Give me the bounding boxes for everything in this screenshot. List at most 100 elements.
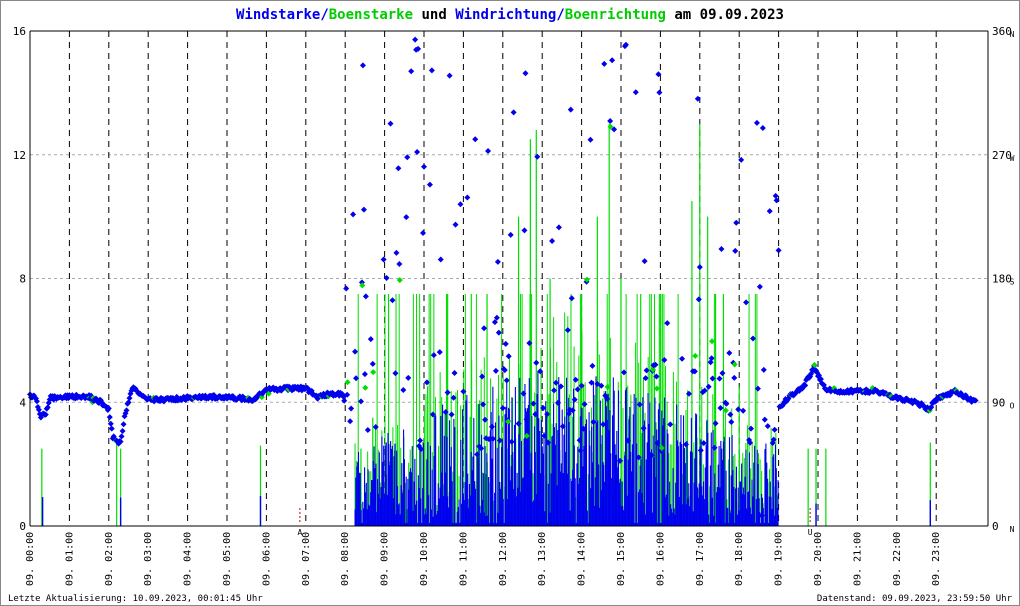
wind-direction-point [436, 349, 443, 356]
wind-direction-point [748, 425, 755, 432]
gust-direction-point [523, 432, 530, 439]
wind-direction-point [653, 373, 660, 380]
x-tick-label: 09. 08:00 [340, 532, 351, 586]
wind-direction-point [598, 382, 605, 389]
wind-direction-point [611, 126, 618, 133]
wind-direction-point [540, 404, 547, 411]
wind-direction-point [732, 247, 739, 254]
wind-direction-point [508, 438, 515, 445]
wind-direction-point [577, 447, 584, 454]
wind-direction-point [719, 370, 726, 377]
wind-direction-point [119, 427, 126, 434]
wind-direction-point [578, 382, 585, 389]
y-right-tick-label: 270 [992, 149, 1012, 162]
compass-label: N [1010, 525, 1015, 534]
gust-direction-point [505, 418, 512, 425]
wind-direction-point [700, 440, 707, 447]
wind-direction-point [426, 181, 433, 188]
wind-direction-point [489, 435, 496, 442]
wind-direction-point [120, 421, 127, 428]
x-tick-label: 09. 22:00 [892, 532, 903, 586]
wind-direction-point [510, 109, 517, 116]
wind-direction-point [505, 353, 512, 360]
x-tick-label: 09. 11:00 [458, 532, 469, 586]
wind-direction-point [636, 401, 643, 408]
wind-direction-point [474, 451, 481, 458]
wind-direction-point [559, 423, 566, 430]
gust-direction-point [362, 384, 369, 391]
x-tick-label: 09. 02:00 [104, 532, 115, 586]
wind-direction-point [972, 397, 979, 404]
wind-direction-point [802, 382, 809, 389]
wind-direction-point [567, 106, 574, 113]
wind-direction-point [393, 249, 400, 256]
wind-direction-point [747, 439, 754, 446]
y-left-tick-label: 16 [13, 25, 26, 38]
gust-direction-point [583, 276, 590, 283]
wind-direction-point [738, 156, 745, 163]
wind-direction-point [486, 436, 493, 443]
wind-direction-point [364, 427, 371, 434]
wind-direction-point [403, 214, 410, 221]
wind-direction-point [526, 340, 533, 347]
wind-direction-point [444, 389, 451, 396]
wind-direction-point [545, 439, 552, 446]
wind-direction-point [554, 399, 561, 406]
wind-direction-point [479, 373, 486, 380]
wind-direction-point [380, 256, 387, 263]
wind-direction-point [492, 367, 499, 374]
wind-direction-point [600, 421, 607, 428]
wind-direction-point [123, 407, 130, 414]
wind-direction-point [711, 444, 718, 451]
wind-direction-point [503, 377, 510, 384]
wind-direction-point [771, 426, 778, 433]
wind-direction-point [754, 385, 761, 392]
wind-direction-point [533, 359, 540, 366]
wind-direction-point [766, 208, 773, 215]
wind-direction-point [33, 398, 40, 405]
x-tick-label: 09. 14:00 [577, 532, 588, 586]
gust-direction-point [370, 369, 377, 376]
wind-direction-point [655, 71, 662, 78]
wind-direction-point [353, 375, 360, 382]
wind-direction-point [731, 374, 738, 381]
wind-direction-point [428, 67, 435, 74]
wind-direction-point [361, 371, 368, 378]
wind-direction-point [430, 352, 437, 359]
x-tick-label: 09. 12:00 [498, 532, 509, 586]
x-tick-label: 09. 20:00 [813, 532, 824, 586]
wind-direction-point [701, 387, 708, 394]
wind-direction-point [520, 390, 527, 397]
x-tick-label: 09. 05:00 [222, 532, 233, 586]
wind-direction-point [756, 283, 763, 290]
compass-label: S [1010, 278, 1015, 287]
wind-direction-point [709, 375, 716, 382]
wind-direction-point [581, 401, 588, 408]
wind-direction-point [108, 425, 115, 432]
wind-direction-point [348, 405, 355, 412]
wind-direction-point [352, 348, 359, 355]
gust-direction-point [604, 383, 611, 390]
wind-direction-point [523, 416, 530, 423]
wind-direction-point [383, 274, 390, 281]
wind-direction-point [640, 425, 647, 432]
wind-direction-point [753, 119, 760, 126]
wind-direction-point [760, 366, 767, 373]
x-tick-label: 09. 00:00 [25, 532, 36, 586]
title-slash-1: / [320, 7, 328, 23]
y-left-tick-label: 0 [19, 520, 26, 533]
wind-direction-point [728, 419, 735, 426]
x-tick-label: 09. 10:00 [419, 532, 430, 586]
wind-direction-point [695, 296, 702, 303]
wind-direction-point [460, 388, 467, 395]
wind-direction-point [532, 411, 539, 418]
wind-direction-point [588, 379, 595, 386]
wind-direction-point [362, 293, 369, 300]
x-tick-label: 09. 13:00 [537, 532, 548, 586]
x-tick-label: 09. 23:00 [931, 532, 942, 586]
x-tick-label: 09. 16:00 [655, 532, 666, 586]
y-right-tick-label: 90 [992, 396, 1005, 409]
wind-direction-point [42, 411, 49, 418]
wind-direction-point [105, 405, 112, 412]
